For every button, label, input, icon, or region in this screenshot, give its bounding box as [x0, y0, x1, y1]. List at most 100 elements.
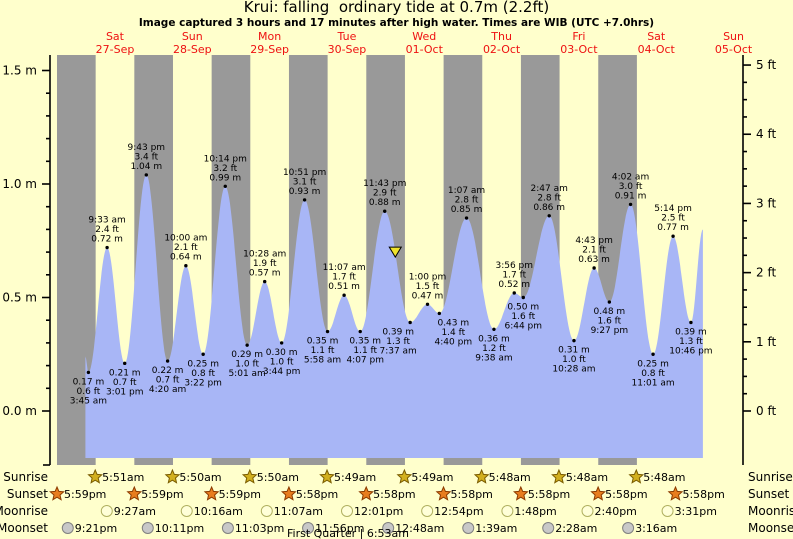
high-tide-label: 3.0 ft	[619, 182, 643, 192]
low-tide-label: 0.25 m	[187, 359, 219, 369]
low-tide-label: 0.43 m	[437, 318, 469, 328]
high-tide-label: 10:00 am	[164, 234, 207, 244]
astro-time: 5:58pm	[296, 488, 338, 501]
low-tide-label: 3:22 pm	[184, 378, 222, 388]
current-tide-triangle-icon	[388, 246, 403, 259]
astro-row-label-right: Sunset	[748, 487, 789, 501]
low-tide-label: 4:20 am	[149, 385, 186, 395]
low-tide-label: 1.4 ft	[441, 328, 465, 338]
low-tide-dot	[408, 320, 412, 325]
high-tide-label: 0.86 m	[533, 203, 565, 213]
high-tide-dot	[184, 264, 188, 268]
day-name: Fri	[572, 30, 585, 43]
low-tide-label: 7:37 am	[379, 346, 416, 356]
low-tide-label: 4:07 pm	[346, 356, 384, 366]
moonset-moon-icon	[382, 522, 395, 534]
moon-phase: First Quarter | 6:53am	[287, 527, 409, 539]
astro-time: 5:58pm	[528, 488, 570, 501]
high-tide-label: 0.51 m	[328, 282, 360, 292]
high-tide-dot	[144, 173, 149, 177]
moonrise-moon-icon	[341, 505, 354, 517]
low-tide-label: 10:46 pm	[669, 346, 712, 356]
left-axis: 0.0 m 0.5 m 1.0 m 1.5 m	[2, 55, 51, 466]
astro-time: 1:48pm	[514, 505, 556, 518]
low-tide-dot	[201, 352, 205, 356]
high-tide-label: 0.64 m	[170, 253, 202, 263]
moonrise-moon-icon	[501, 505, 514, 517]
moonset-moon-icon	[141, 522, 154, 534]
high-tide-dot	[464, 216, 469, 220]
low-tide-label: 0.6 ft	[77, 387, 101, 397]
astro-time: 10:11pm	[155, 522, 204, 535]
high-tide-label: 1.7 ft	[502, 270, 526, 280]
low-tide-label: 0.7 ft	[156, 376, 180, 386]
high-tide-label: 1.9 ft	[253, 259, 277, 269]
high-tide-label: 1:07 am	[448, 186, 485, 196]
astro-time: 5:58pm	[451, 488, 493, 501]
low-tide-label: 0.35 m	[349, 337, 381, 347]
astro-row-label-right: Sunrise	[748, 470, 793, 484]
day-date: 28-Sep	[173, 43, 212, 56]
low-tide-dot	[492, 327, 496, 331]
sunset-star-icon	[203, 485, 220, 501]
high-tide-label: 10:28 am	[243, 250, 286, 260]
sunset-star-icon	[667, 485, 684, 501]
high-tide-label: 2.5 ft	[661, 214, 685, 224]
high-tide-label: 4:02 am	[612, 172, 649, 182]
page-title: Krui: falling ordinary tide at 0.7m (2.2…	[243, 0, 550, 16]
low-tide-dot	[358, 329, 362, 334]
moonrise-moon-icon	[661, 505, 674, 517]
low-tide-label: 1.3 ft	[679, 337, 703, 347]
high-tide-label: 0.57 m	[249, 269, 281, 279]
astro-row-label-right: Moonrise	[748, 504, 793, 518]
low-tide-label: 1.3 ft	[386, 337, 410, 347]
high-tide-dot	[342, 293, 346, 297]
astro-row-label-left: Moonset	[0, 521, 48, 535]
low-tide-label: 0.31 m	[558, 346, 590, 356]
day-date: 04-Oct	[638, 43, 676, 56]
sunset-star-icon	[435, 485, 452, 501]
high-tide-dot	[263, 279, 267, 284]
low-tide-label: 0.7 ft	[113, 378, 137, 388]
astro-time: 12:01pm	[354, 505, 403, 518]
low-tide-dot	[245, 343, 249, 347]
sunrise-star-icon	[473, 468, 490, 484]
low-tide-label: 5:01 am	[228, 369, 265, 379]
moonrise-moon-icon	[180, 505, 193, 517]
high-tide-dot	[105, 245, 109, 250]
day-date: 30-Sep	[328, 43, 367, 56]
day-date: 02-Oct	[483, 43, 521, 56]
high-tide-label: 5:14 pm	[654, 204, 692, 214]
low-tide-dot	[437, 311, 442, 316]
low-tide-label: 0.22 m	[152, 366, 184, 376]
moonrise-moon-icon	[260, 505, 273, 517]
tide-curve	[85, 174, 703, 458]
day-labels: Sat27-SepSun28-SepMon29-SepTue30-SepWed0…	[96, 30, 753, 56]
low-tide-dot	[521, 295, 525, 300]
low-tide-label: 9:38 am	[475, 353, 512, 363]
moonset-moon-icon	[302, 522, 315, 534]
low-tide-label: 1.1 ft	[311, 346, 335, 356]
low-tide-dot	[279, 341, 284, 345]
day-name: Sat	[647, 30, 666, 43]
high-tide-label: 9:43 pm	[128, 143, 166, 153]
astro-time: 3:31pm	[675, 505, 717, 518]
moonset-moon-icon	[622, 522, 635, 534]
astro-time: 1:39am	[475, 522, 517, 535]
low-tide-label: 0.50 m	[507, 303, 539, 313]
day-date: 29-Sep	[250, 43, 289, 56]
astro-time: 5:50am	[179, 471, 221, 484]
low-tide-dot	[572, 338, 576, 343]
high-tide-label: 1.5 ft	[416, 282, 440, 292]
astro-time: 5:58pm	[605, 488, 647, 501]
astro-time: 9:27am	[114, 505, 156, 518]
low-tide-label: 0.17 m	[73, 377, 105, 387]
astro-time: 10:16am	[194, 505, 243, 518]
low-tide-label: 0.48 m	[594, 307, 626, 317]
low-tide-label: 3:44 pm	[263, 367, 301, 377]
astro-rows: Sunrise Sunrise 5:51am 5:50am 5:50am 5:49am 5:…	[0, 468, 793, 535]
astro-time: 3:16am	[635, 522, 677, 535]
day-date: 03-Oct	[560, 43, 598, 56]
